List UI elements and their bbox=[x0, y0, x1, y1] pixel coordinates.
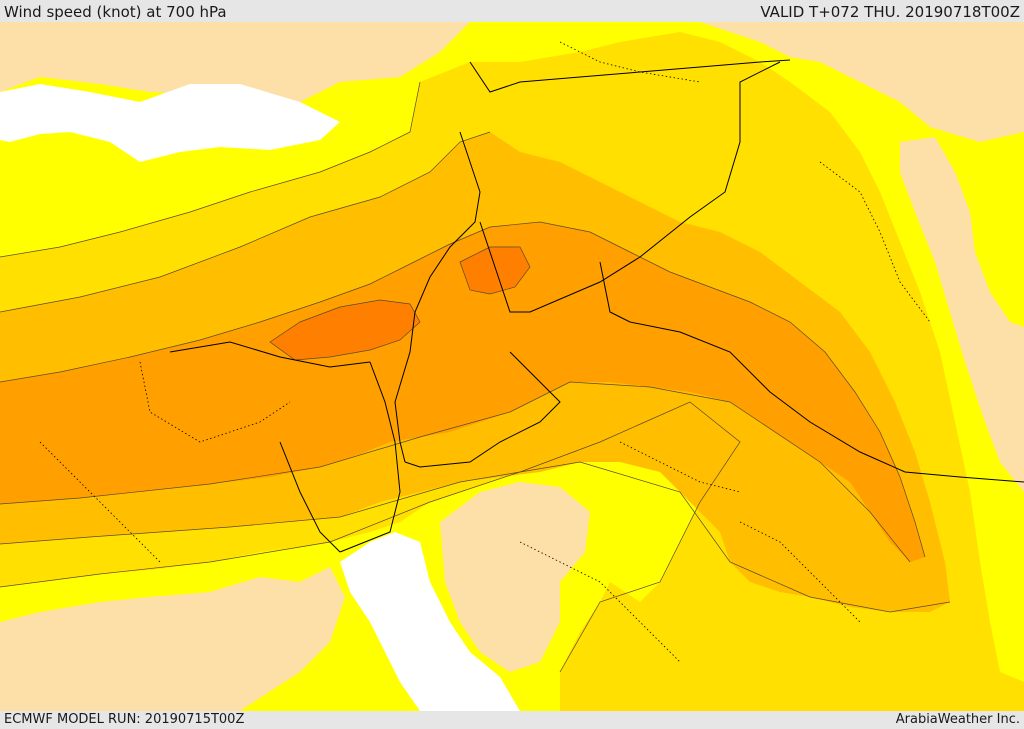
wind-map bbox=[0, 22, 1024, 711]
contour-lines bbox=[0, 81, 951, 673]
field-very-light-northeast bbox=[700, 22, 1024, 142]
field-very-light-hejaz bbox=[440, 482, 590, 672]
country-borders bbox=[169, 59, 1024, 553]
valid-time: VALID T+072 THU. 20190718T00Z bbox=[760, 3, 1020, 21]
field-very-strong-core-jordan bbox=[460, 247, 530, 294]
field-very-strong-core-west bbox=[270, 300, 420, 360]
field-very-light-southwest bbox=[0, 567, 345, 711]
field-calm-redsea bbox=[340, 532, 520, 711]
footer-bar bbox=[0, 711, 1024, 729]
header-bar bbox=[0, 0, 1024, 22]
credit-label: ArabiaWeather Inc. bbox=[895, 712, 1020, 727]
map-title: Wind speed (knot) at 700 hPa bbox=[4, 3, 227, 21]
model-run-label: ECMWF MODEL RUN: 20190715T00Z bbox=[4, 712, 245, 727]
field-strong-band bbox=[0, 222, 925, 562]
admin-boundaries bbox=[39, 41, 931, 663]
field-very-light-turkey bbox=[0, 22, 470, 107]
field-very-light-east bbox=[900, 137, 1024, 492]
field-calm-aegean bbox=[0, 84, 340, 162]
